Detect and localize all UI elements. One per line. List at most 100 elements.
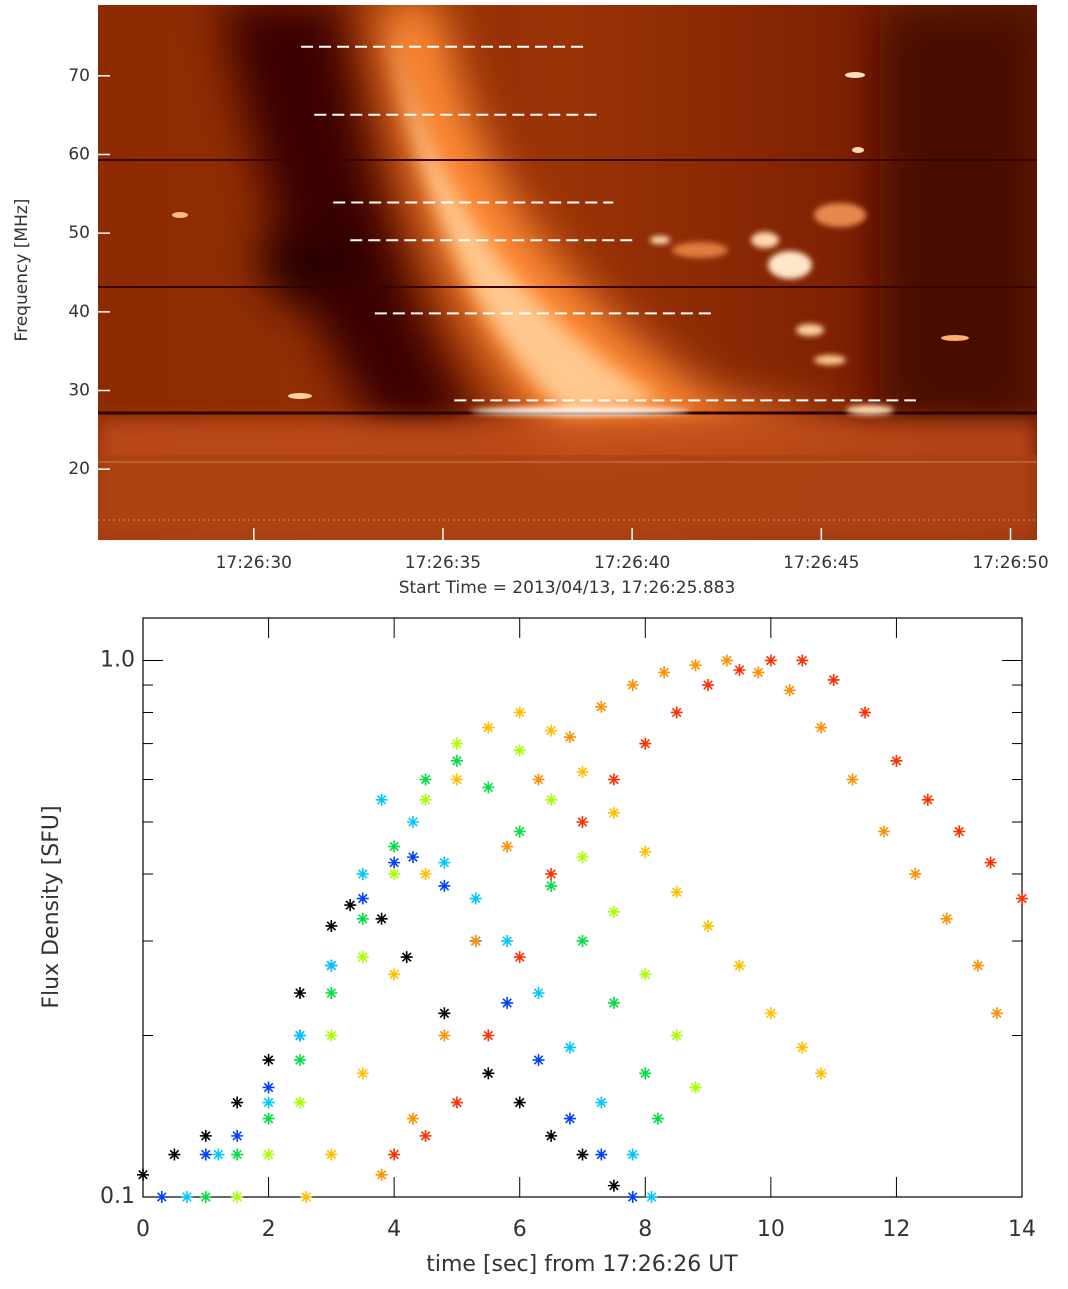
data-point bbox=[199, 1129, 212, 1142]
data-point bbox=[733, 663, 746, 676]
data-point bbox=[388, 1148, 401, 1161]
data-point bbox=[909, 867, 922, 880]
x-tick-label: 6 bbox=[513, 1217, 527, 1242]
data-point bbox=[607, 905, 620, 918]
data-point bbox=[356, 951, 369, 964]
x-tick-label: 0 bbox=[136, 1217, 150, 1242]
data-point bbox=[702, 679, 715, 692]
data-point bbox=[212, 1148, 225, 1161]
data-point bbox=[406, 851, 419, 864]
data-point bbox=[639, 1067, 652, 1080]
data-point bbox=[626, 1191, 639, 1203]
data-point bbox=[670, 886, 683, 899]
data-point bbox=[400, 951, 413, 964]
data-point bbox=[199, 1148, 212, 1161]
data-point bbox=[513, 706, 526, 719]
x-axis-label: time [sec] from 17:26:26 UT bbox=[426, 1252, 738, 1277]
data-point bbox=[513, 1096, 526, 1109]
x-axis-label: Start Time = 2013/04/13, 17:26:25.883 bbox=[399, 578, 736, 598]
data-point bbox=[293, 1096, 306, 1109]
data-point bbox=[356, 1067, 369, 1080]
data-point bbox=[651, 1112, 664, 1125]
data-point bbox=[877, 825, 890, 838]
y-tick-label: 50 bbox=[68, 223, 90, 243]
data-point bbox=[890, 754, 903, 767]
data-point bbox=[438, 856, 451, 869]
plot-frame bbox=[142, 617, 1023, 1198]
data-point bbox=[733, 959, 746, 972]
data-point bbox=[702, 919, 715, 932]
data-point bbox=[438, 1029, 451, 1042]
y-axis-label: Flux Density [SFU] bbox=[39, 805, 64, 1008]
data-point bbox=[293, 1054, 306, 1067]
y-tick-label: 30 bbox=[68, 381, 90, 401]
data-point bbox=[450, 737, 463, 750]
data-point bbox=[501, 840, 514, 853]
data-point bbox=[419, 1129, 432, 1142]
data-point bbox=[513, 744, 526, 757]
data-point bbox=[375, 1168, 388, 1181]
data-point bbox=[501, 935, 514, 948]
data-point bbox=[356, 867, 369, 880]
data-point bbox=[563, 731, 576, 744]
data-point bbox=[576, 815, 589, 828]
data-point bbox=[532, 1054, 545, 1067]
y-tick-label: 20 bbox=[68, 459, 90, 479]
data-point bbox=[639, 968, 652, 981]
data-point bbox=[155, 1191, 168, 1203]
data-point bbox=[231, 1096, 244, 1109]
data-point bbox=[356, 892, 369, 905]
data-point bbox=[752, 666, 765, 679]
data-point bbox=[545, 1129, 558, 1142]
x-tick-label: 8 bbox=[638, 1217, 652, 1242]
data-point bbox=[388, 968, 401, 981]
y-tick-label: 60 bbox=[68, 144, 90, 164]
data-point bbox=[607, 1179, 620, 1192]
data-point bbox=[815, 1067, 828, 1080]
data-point bbox=[783, 684, 796, 697]
data-point bbox=[607, 773, 620, 786]
data-point bbox=[626, 1148, 639, 1161]
data-point bbox=[532, 773, 545, 786]
data-point bbox=[689, 659, 702, 672]
y-tick-label: 1.0 bbox=[100, 647, 135, 672]
data-point bbox=[375, 793, 388, 806]
data-point bbox=[689, 1081, 702, 1094]
data-point bbox=[450, 1096, 463, 1109]
data-point bbox=[764, 654, 777, 667]
data-point bbox=[168, 1148, 181, 1161]
x-tick-label: 17:26:35 bbox=[405, 553, 481, 573]
spectrogram-image bbox=[98, 5, 1037, 540]
data-point bbox=[827, 673, 840, 686]
data-point bbox=[262, 1112, 275, 1125]
data-point bbox=[406, 1112, 419, 1125]
data-point bbox=[325, 987, 338, 1000]
x-tick-label: 17:26:30 bbox=[216, 553, 292, 573]
data-point bbox=[482, 1067, 495, 1080]
data-point bbox=[639, 737, 652, 750]
data-point bbox=[576, 935, 589, 948]
data-point bbox=[262, 1148, 275, 1161]
data-point bbox=[388, 867, 401, 880]
data-point bbox=[262, 1081, 275, 1094]
x-tick-label: 12 bbox=[882, 1217, 910, 1242]
data-point bbox=[438, 1007, 451, 1020]
data-point bbox=[545, 793, 558, 806]
data-point bbox=[796, 1041, 809, 1054]
data-point bbox=[231, 1129, 244, 1142]
x-tick-label: 17:26:50 bbox=[972, 553, 1048, 573]
x-tick-label: 17:26:40 bbox=[594, 553, 670, 573]
data-point bbox=[859, 706, 872, 719]
y-axis-label: Frequency [MHz] bbox=[12, 199, 32, 342]
data-point bbox=[231, 1148, 244, 1161]
data-point bbox=[513, 951, 526, 964]
data-point bbox=[563, 1112, 576, 1125]
x-tick-label: 4 bbox=[387, 1217, 401, 1242]
data-point bbox=[720, 654, 733, 667]
data-point bbox=[388, 856, 401, 869]
data-point bbox=[639, 845, 652, 858]
data-point bbox=[482, 781, 495, 794]
data-point bbox=[595, 1096, 608, 1109]
data-point bbox=[293, 987, 306, 1000]
